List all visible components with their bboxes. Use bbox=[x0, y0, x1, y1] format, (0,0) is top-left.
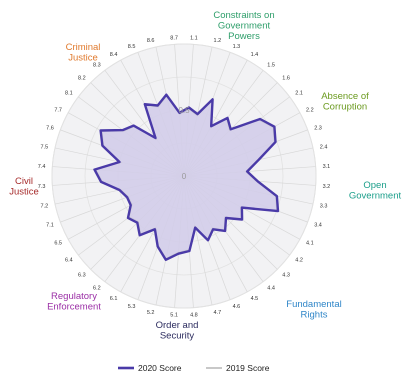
axis-label: 4.4 bbox=[267, 285, 275, 291]
category-label: Open Government bbox=[349, 180, 402, 202]
legend-label: 2020 Score bbox=[138, 363, 182, 373]
axis-label: 6.3 bbox=[78, 272, 86, 278]
radar-ring bbox=[84, 76, 284, 276]
axis-label: 4.1 bbox=[306, 241, 314, 247]
axis-label: 1.6 bbox=[282, 76, 290, 82]
axis-label: 6.1 bbox=[110, 296, 118, 302]
legend-label: 2019 Score bbox=[226, 363, 270, 373]
category-label: Constraints on Government Powers bbox=[213, 10, 274, 42]
axis-label: 3.3 bbox=[320, 204, 328, 210]
category-label: Fundamental Rights bbox=[286, 299, 341, 321]
axis-label: 4.5 bbox=[251, 296, 259, 302]
axis-label: 4.8 bbox=[190, 313, 198, 319]
axis-label: 8.1 bbox=[65, 91, 73, 97]
axis-label: 2.2 bbox=[306, 107, 314, 113]
axis-label: 7.2 bbox=[41, 204, 49, 210]
axis-label: 3.1 bbox=[323, 164, 331, 170]
axis-label: 8.2 bbox=[78, 76, 86, 82]
axis-label: 2.3 bbox=[314, 125, 322, 131]
radar-series bbox=[93, 93, 280, 261]
axis-label: 6.4 bbox=[65, 257, 73, 263]
category-label: Order and Security bbox=[156, 320, 199, 342]
axis-label: 8.4 bbox=[110, 52, 118, 58]
axis-label: 8.3 bbox=[93, 63, 101, 69]
axis-label: 5.1 bbox=[170, 313, 178, 319]
axis-label: 3.4 bbox=[314, 223, 322, 229]
category-label: Absence of Corruption bbox=[321, 91, 369, 113]
axis-label: 4.2 bbox=[295, 257, 303, 263]
axis-label: 7.6 bbox=[46, 125, 54, 131]
series-2020-line bbox=[93, 93, 280, 261]
axis-label: 7.4 bbox=[38, 164, 46, 170]
axis-label: 5.2 bbox=[147, 310, 155, 316]
axis-label: 4.7 bbox=[214, 310, 222, 316]
radar-labels: 0 0.5 1.1 1.2 1.3 1.4 1.5 1.6 2.1 2.2 2.3 2.4 3.1 3.2… bbox=[9, 10, 401, 342]
radar-ring bbox=[51, 43, 317, 309]
axis-label: 4.3 bbox=[282, 272, 290, 278]
axis-label: 7.7 bbox=[54, 107, 62, 113]
axis-label: 1.2 bbox=[214, 38, 222, 44]
axis-label: 8.7 bbox=[170, 35, 178, 41]
axis-label: 5.3 bbox=[128, 304, 136, 310]
ring-label: 0 bbox=[182, 172, 187, 181]
legend: 2020 Score 2019 Score bbox=[118, 363, 270, 373]
axis-label: 6.5 bbox=[54, 241, 62, 247]
category-label: Civil Justice bbox=[9, 176, 39, 198]
axis-label: 3.2 bbox=[323, 184, 331, 190]
axis-label: 1.3 bbox=[233, 44, 241, 50]
axis-label: 8.5 bbox=[128, 44, 136, 50]
category-label: Criminal Justice bbox=[66, 42, 101, 64]
ring-label: 0.5 bbox=[178, 106, 190, 115]
axis-label: 7.5 bbox=[41, 145, 49, 151]
axis-label: 1.1 bbox=[190, 35, 198, 41]
axis-label: 2.4 bbox=[320, 145, 328, 151]
axis-label: 1.5 bbox=[267, 63, 275, 69]
axis-label: 2.1 bbox=[295, 91, 303, 97]
axis-label: 1.4 bbox=[251, 52, 259, 58]
axis-label: 7.3 bbox=[38, 184, 46, 190]
category-label: Regulatory Enforcement bbox=[47, 291, 101, 313]
axis-label: 8.6 bbox=[147, 38, 155, 44]
axis-label: 6.2 bbox=[93, 285, 101, 291]
axis-label: 7.1 bbox=[46, 223, 54, 229]
axis-label: 4.6 bbox=[233, 304, 241, 310]
